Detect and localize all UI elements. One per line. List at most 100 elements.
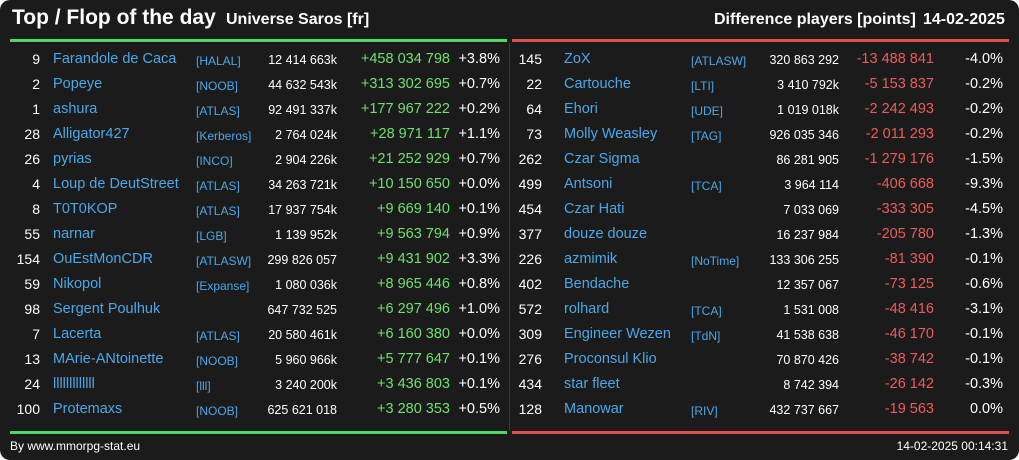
player-name-link[interactable]: star fleet [564,376,620,392]
percent-change: +0.1% [458,376,500,392]
player-rank: 2 [32,76,40,92]
player-name-link[interactable]: Proconsul Klio [564,351,657,367]
alliance-tag-link[interactable]: [LTI] [691,79,715,93]
alliance-tag-link[interactable]: [TCA] [691,304,722,318]
player-name-link[interactable]: Sergent Poulhuk [53,301,161,317]
points-difference: -333 305 [876,201,934,217]
player-name-link[interactable]: Antsoni [564,176,613,192]
player-total-points: 41 538 638 [776,328,839,342]
percent-change: -9.3% [965,176,1003,192]
player-name-link[interactable]: T0T0KOP [53,201,118,217]
alliance-tag-link[interactable]: [UDE] [691,104,724,118]
points-difference: -406 668 [876,176,934,192]
alliance-tag-link[interactable]: [ATLAS] [196,104,240,118]
alliance-tag-link[interactable]: [RIV] [691,404,718,418]
percent-change: -0.2% [965,126,1003,142]
flop-row: 145 ZoX [ATLASW] 320 863 292 -13 488 841 -4.0… [512,47,1009,72]
player-name-link[interactable]: Czar Hati [564,201,625,217]
player-total-points: 12 414 663k [268,53,337,67]
flop-row: 377 douze douze 16 237 984 -205 780 -1.3% [512,222,1009,247]
player-rank: 309 [518,326,542,342]
alliance-tag-link[interactable]: [NOOB] [196,404,239,418]
player-name-link[interactable]: rolhard [564,301,610,317]
player-rank: 1 [32,101,40,117]
top-footer-line [10,431,507,434]
player-name-link[interactable]: narnar [53,226,95,242]
alliance-tag-link[interactable]: [TdN] [691,329,721,343]
player-name-link[interactable]: Czar Sigma [564,151,640,167]
player-total-points: 1 139 952k [275,228,337,242]
alliance-tag-link[interactable]: [ATLAS] [196,329,240,343]
player-name-link[interactable]: Nikopol [53,276,102,292]
top-row: 28 Alligator427 [Kerberos] 2 764 024k +28 97… [10,122,507,147]
alliance-tag-link[interactable]: [TAG] [691,129,722,143]
player-total-points: 7 033 069 [783,203,839,217]
alliance-tag-link[interactable]: [ATLASW] [691,54,747,68]
player-name-link[interactable]: ZoX [564,51,591,67]
player-rank: 59 [24,276,40,292]
player-name-link[interactable]: douze douze [564,226,648,242]
alliance-tag-link[interactable]: [NOOB] [196,354,239,368]
player-name-link[interactable]: Engineer Wezen [564,326,671,342]
player-name-link[interactable]: azmimik [564,251,618,267]
player-name-link[interactable]: Manowar [564,401,624,417]
player-name-link[interactable]: Lacerta [53,326,102,342]
alliance-tag-link[interactable]: [ATLAS] [196,204,240,218]
alliance-tag-link[interactable]: [TCA] [691,179,722,193]
player-rank: 8 [32,201,40,217]
player-name-link[interactable]: OuEstMonCDR [53,251,153,267]
alliance-tag-link[interactable]: [lll] [196,379,211,393]
player-name-link[interactable]: Protemaxs [53,401,123,417]
percent-change: -0.6% [965,276,1003,292]
player-rank: 22 [526,76,542,92]
alliance-tag-link[interactable]: [ATLASW] [196,254,252,268]
player-rank: 276 [518,351,542,367]
alliance-tag-link[interactable]: [NoTime] [691,254,740,268]
percent-change: -4.0% [965,51,1003,67]
percent-change: +0.2% [458,101,500,117]
player-name-link[interactable]: Ehori [564,101,598,117]
player-name-link[interactable]: Loup de DeutStreet [53,176,179,192]
player-name-link[interactable]: MArie-ANtoinette [53,351,164,367]
alliance-tag-link[interactable]: [ATLAS] [196,179,240,193]
points-difference: -13 488 841 [856,51,934,67]
page-title: Top / Flop of the day [12,6,216,29]
flop-row: 454 Czar Hati 7 033 069 -333 305 -4.5% [512,197,1009,222]
player-total-points: 92 491 337k [268,103,337,117]
alliance-tag-link[interactable]: [Expanse] [196,279,250,293]
player-name-link[interactable]: pyrias [53,151,92,167]
points-difference: +10 150 650 [368,176,450,192]
player-rank: 262 [518,151,542,167]
top-row: 98 Sergent Poulhuk 647 732 525 +6 297 496 +1… [10,297,507,322]
player-name-link[interactable]: Molly Weasley [564,126,658,142]
points-difference: +3 280 353 [377,401,450,417]
player-rank: 64 [526,101,542,117]
alliance-tag-link[interactable]: [LGB] [196,229,227,243]
player-name-link[interactable]: Bendache [564,276,630,292]
player-total-points: 5 960 966k [275,353,337,367]
flop-footer-line [512,431,1009,434]
player-name-link[interactable]: ashura [53,101,98,117]
player-total-points: 86 281 905 [776,153,839,167]
player-name-link[interactable]: Alligator427 [53,126,130,142]
player-total-points: 44 632 543k [268,78,337,92]
alliance-tag-link[interactable]: [HALAL] [196,54,241,68]
top-row: 100 Protemaxs [NOOB] 625 621 018 +3 280 353 +… [10,397,507,422]
alliance-tag-link[interactable]: [Kerberos] [196,129,252,143]
player-name-link[interactable]: Farandole de Caca [53,51,177,67]
alliance-tag-link[interactable]: [NOOB] [196,79,239,93]
player-name-link[interactable]: Popeye [53,76,103,92]
player-rank: 402 [518,276,542,292]
player-rank: 434 [518,376,542,392]
server-name: Universe Saros [fr] [226,11,370,28]
player-total-points: 3 240 200k [275,378,337,392]
player-name-link[interactable]: lllllllllllll [53,376,95,392]
points-difference: +21 252 929 [368,151,450,167]
player-rank: 73 [526,126,542,142]
points-difference: -2 242 493 [864,101,934,117]
percent-change: +0.0% [458,176,500,192]
player-rank: 7 [32,326,40,342]
alliance-tag-link[interactable]: [INCO] [196,154,233,168]
points-difference: -38 742 [884,351,934,367]
player-name-link[interactable]: Cartouche [564,76,631,92]
